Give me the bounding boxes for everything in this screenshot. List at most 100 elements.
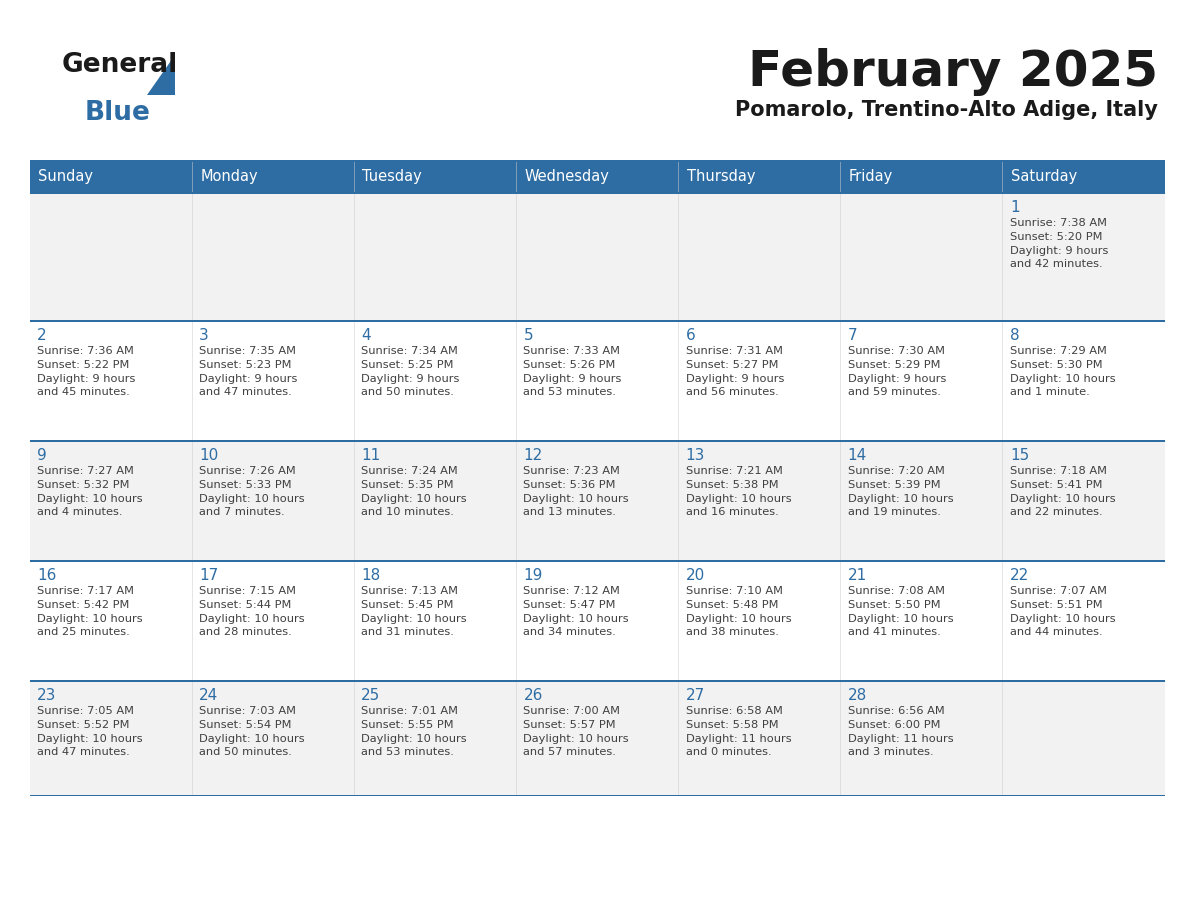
Text: Daylight: 9 hours: Daylight: 9 hours [848, 374, 946, 384]
Text: 19: 19 [524, 568, 543, 583]
Text: and 57 minutes.: and 57 minutes. [524, 747, 617, 757]
Text: Sunset: 5:23 PM: Sunset: 5:23 PM [200, 360, 291, 370]
Text: Sunrise: 7:29 AM: Sunrise: 7:29 AM [1010, 346, 1107, 356]
Text: and 50 minutes.: and 50 minutes. [361, 387, 454, 397]
Text: Sunset: 5:45 PM: Sunset: 5:45 PM [361, 600, 454, 610]
Text: Sunrise: 7:10 AM: Sunrise: 7:10 AM [685, 586, 783, 596]
Bar [30, 160, 1165, 162]
Text: Sunrise: 6:58 AM: Sunrise: 6:58 AM [685, 706, 783, 716]
Text: Daylight: 10 hours: Daylight: 10 hours [361, 614, 467, 624]
Text: and 31 minutes.: and 31 minutes. [361, 627, 454, 637]
Text: Sunset: 5:50 PM: Sunset: 5:50 PM [848, 600, 941, 610]
Text: 15: 15 [1010, 448, 1029, 463]
Text: Sunrise: 7:31 AM: Sunrise: 7:31 AM [685, 346, 783, 356]
Text: Daylight: 10 hours: Daylight: 10 hours [1010, 494, 1116, 504]
Text: 1: 1 [1010, 200, 1019, 215]
Text: Sunrise: 7:23 AM: Sunrise: 7:23 AM [524, 466, 620, 476]
Text: 12: 12 [524, 448, 543, 463]
Text: Sunrise: 7:21 AM: Sunrise: 7:21 AM [685, 466, 783, 476]
Text: 8: 8 [1010, 328, 1019, 343]
Text: and 56 minutes.: and 56 minutes. [685, 387, 778, 397]
Text: and 44 minutes.: and 44 minutes. [1010, 627, 1102, 637]
Text: 4: 4 [361, 328, 371, 343]
Text: Sunrise: 7:15 AM: Sunrise: 7:15 AM [200, 586, 296, 596]
Text: Sunrise: 7:20 AM: Sunrise: 7:20 AM [848, 466, 944, 476]
Text: February 2025: February 2025 [748, 48, 1158, 96]
Text: Sunrise: 7:05 AM: Sunrise: 7:05 AM [37, 706, 134, 716]
Bar [30, 560, 1165, 680]
Text: Monday: Monday [200, 169, 258, 184]
Text: 25: 25 [361, 688, 380, 703]
Text: and 7 minutes.: and 7 minutes. [200, 507, 285, 517]
Text: Daylight: 10 hours: Daylight: 10 hours [200, 614, 305, 624]
Text: Sunrise: 6:56 AM: Sunrise: 6:56 AM [848, 706, 944, 716]
Text: Sunrise: 7:03 AM: Sunrise: 7:03 AM [200, 706, 296, 716]
Text: Sunset: 5:20 PM: Sunset: 5:20 PM [1010, 232, 1102, 242]
Bar [30, 560, 1165, 562]
Text: and 13 minutes.: and 13 minutes. [524, 507, 617, 517]
Text: Sunset: 5:54 PM: Sunset: 5:54 PM [200, 720, 291, 730]
Text: Sunset: 6:00 PM: Sunset: 6:00 PM [848, 720, 940, 730]
Text: Sunset: 5:30 PM: Sunset: 5:30 PM [1010, 360, 1102, 370]
Text: Wednesday: Wednesday [524, 169, 609, 184]
Text: Sunset: 5:44 PM: Sunset: 5:44 PM [200, 600, 291, 610]
Text: Sunset: 5:47 PM: Sunset: 5:47 PM [524, 600, 615, 610]
Text: 16: 16 [37, 568, 56, 583]
Text: Daylight: 10 hours: Daylight: 10 hours [524, 734, 630, 744]
Text: 11: 11 [361, 448, 380, 463]
Text: Sunrise: 7:27 AM: Sunrise: 7:27 AM [37, 466, 134, 476]
Text: 14: 14 [848, 448, 867, 463]
Text: Sunrise: 7:18 AM: Sunrise: 7:18 AM [1010, 466, 1107, 476]
Text: Daylight: 10 hours: Daylight: 10 hours [37, 734, 143, 744]
Text: Daylight: 10 hours: Daylight: 10 hours [1010, 374, 1116, 384]
Text: and 0 minutes.: and 0 minutes. [685, 747, 771, 757]
Text: and 4 minutes.: and 4 minutes. [37, 507, 122, 517]
Text: and 34 minutes.: and 34 minutes. [524, 627, 617, 637]
Text: Daylight: 10 hours: Daylight: 10 hours [361, 734, 467, 744]
Text: and 41 minutes.: and 41 minutes. [848, 627, 941, 637]
Text: Sunset: 5:22 PM: Sunset: 5:22 PM [37, 360, 129, 370]
Bar [30, 160, 1165, 192]
Bar [30, 192, 1165, 320]
Text: Sunset: 5:35 PM: Sunset: 5:35 PM [361, 480, 454, 490]
Text: Thursday: Thursday [687, 169, 756, 184]
Text: and 47 minutes.: and 47 minutes. [37, 747, 129, 757]
Text: 28: 28 [848, 688, 867, 703]
Text: 13: 13 [685, 448, 704, 463]
Text: Sunrise: 7:08 AM: Sunrise: 7:08 AM [848, 586, 944, 596]
Text: Sunrise: 7:17 AM: Sunrise: 7:17 AM [37, 586, 134, 596]
Text: and 16 minutes.: and 16 minutes. [685, 507, 778, 517]
Bar [30, 440, 1165, 442]
Text: 27: 27 [685, 688, 704, 703]
Text: Sunrise: 7:00 AM: Sunrise: 7:00 AM [524, 706, 620, 716]
Text: Sunrise: 7:07 AM: Sunrise: 7:07 AM [1010, 586, 1107, 596]
Text: Sunrise: 7:01 AM: Sunrise: 7:01 AM [361, 706, 459, 716]
Text: Sunset: 5:42 PM: Sunset: 5:42 PM [37, 600, 129, 610]
Text: Daylight: 10 hours: Daylight: 10 hours [200, 734, 305, 744]
Text: Daylight: 10 hours: Daylight: 10 hours [37, 494, 143, 504]
Text: 22: 22 [1010, 568, 1029, 583]
Bar [30, 320, 1165, 440]
Text: Friday: Friday [848, 169, 893, 184]
Text: Sunset: 5:25 PM: Sunset: 5:25 PM [361, 360, 454, 370]
Text: Daylight: 10 hours: Daylight: 10 hours [685, 494, 791, 504]
Text: General: General [62, 52, 178, 78]
Text: Daylight: 9 hours: Daylight: 9 hours [685, 374, 784, 384]
Text: and 50 minutes.: and 50 minutes. [200, 747, 292, 757]
Text: 21: 21 [848, 568, 867, 583]
Text: 9: 9 [37, 448, 46, 463]
Text: Sunset: 5:26 PM: Sunset: 5:26 PM [524, 360, 615, 370]
Text: 24: 24 [200, 688, 219, 703]
Text: 6: 6 [685, 328, 695, 343]
Bar [30, 680, 1165, 681]
Text: and 25 minutes.: and 25 minutes. [37, 627, 129, 637]
Text: 7: 7 [848, 328, 858, 343]
Text: and 42 minutes.: and 42 minutes. [1010, 259, 1102, 269]
Text: and 3 minutes.: and 3 minutes. [848, 747, 934, 757]
Text: Sunrise: 7:36 AM: Sunrise: 7:36 AM [37, 346, 134, 356]
Text: Sunset: 5:52 PM: Sunset: 5:52 PM [37, 720, 129, 730]
Polygon shape [147, 55, 175, 95]
Text: 26: 26 [524, 688, 543, 703]
Text: and 53 minutes.: and 53 minutes. [524, 387, 617, 397]
Text: Sunrise: 7:13 AM: Sunrise: 7:13 AM [361, 586, 459, 596]
